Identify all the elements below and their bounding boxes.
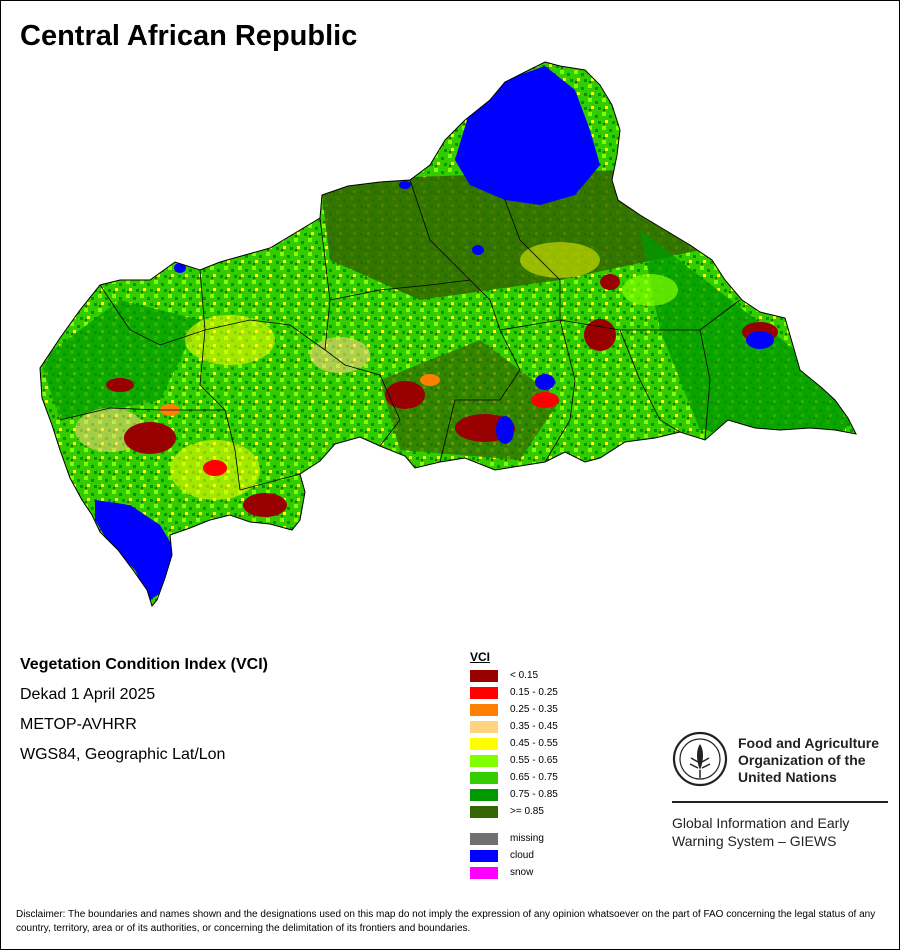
giews-line-2: Warning System – GIEWS <box>672 833 837 849</box>
legend-label: >= 0.85 <box>510 806 544 817</box>
map-title: Central African Republic <box>20 20 358 52</box>
map-info-block: Vegetation Condition Index (VCI) Dekad 1… <box>20 656 268 776</box>
legend-label: 0.25 - 0.35 <box>510 704 558 715</box>
legend-class-item: 0.15 - 0.25 <box>470 684 558 701</box>
legend-class-item: 0.75 - 0.85 <box>470 786 558 803</box>
legend-label: 0.45 - 0.55 <box>510 738 558 749</box>
country-map <box>39 61 857 607</box>
legend-swatch <box>470 832 498 845</box>
period-label: Dekad 1 April 2025 <box>20 686 156 703</box>
legend-label: 0.15 - 0.25 <box>510 687 558 698</box>
index-name: Vegetation Condition Index (VCI) <box>20 656 268 673</box>
legend-swatch <box>470 720 498 733</box>
legend-swatch <box>470 866 498 879</box>
giews-name: Global Information and Early Warning Sys… <box>672 814 849 850</box>
legend-label: 0.75 - 0.85 <box>510 789 558 800</box>
legend-class-item: >= 0.85 <box>470 803 558 820</box>
disclaimer-text: Disclaimer: The boundaries and names sho… <box>16 909 876 934</box>
legend-label: cloud <box>510 850 534 861</box>
legend-label: snow <box>510 867 534 878</box>
legend-class-item: 0.45 - 0.55 <box>470 735 558 752</box>
legend-class-item: 0.25 - 0.35 <box>470 701 558 718</box>
legend-other-item: snow <box>470 864 558 881</box>
legend-swatch <box>470 669 498 682</box>
org-name-line-1: Food and Agriculture <box>738 735 880 751</box>
divider <box>672 801 888 803</box>
legend-label: 0.55 - 0.65 <box>510 755 558 766</box>
legend-class-item: 0.65 - 0.75 <box>470 769 558 786</box>
legend-label: missing <box>510 833 544 844</box>
legend-swatch <box>470 771 498 784</box>
legend-other-item: cloud <box>470 847 558 864</box>
giews-line-1: Global Information and Early <box>672 815 850 831</box>
legend-other: missing cloud snow <box>470 830 558 881</box>
legend-class-item: < 0.15 <box>470 667 558 684</box>
legend-title: VCI <box>470 650 491 664</box>
legend-label: 0.65 - 0.75 <box>510 772 558 783</box>
fao-organization-name: Food and Agriculture Organization of the… <box>738 735 879 786</box>
legend-other-item: missing <box>470 830 558 847</box>
legend-swatch <box>470 737 498 750</box>
legend-swatch <box>470 754 498 767</box>
projection-label: WGS84, Geographic Lat/Lon <box>20 746 226 763</box>
legend-class-item: 0.55 - 0.65 <box>470 752 558 769</box>
legend-class-item: 0.35 - 0.45 <box>470 718 558 735</box>
legend-swatch <box>470 849 498 862</box>
org-name-line-3: United Nations <box>738 769 837 785</box>
legend-swatch <box>470 788 498 801</box>
legend: VCI < 0.15 0.15 - 0.25 0.25 - 0.35 0.35 - 0… <box>470 650 558 881</box>
fao-logo-icon <box>672 731 728 787</box>
org-name-line-2: Organization of the <box>738 752 866 768</box>
legend-classes: < 0.15 0.15 - 0.25 0.25 - 0.35 0.35 - 0.45 0… <box>470 667 558 820</box>
legend-swatch <box>470 805 498 818</box>
legend-label: < 0.15 <box>510 670 539 681</box>
legend-label: 0.35 - 0.45 <box>510 721 558 732</box>
legend-swatch <box>470 686 498 699</box>
sensor-label: METOP-AVHRR <box>20 716 137 733</box>
legend-swatch <box>470 703 498 716</box>
